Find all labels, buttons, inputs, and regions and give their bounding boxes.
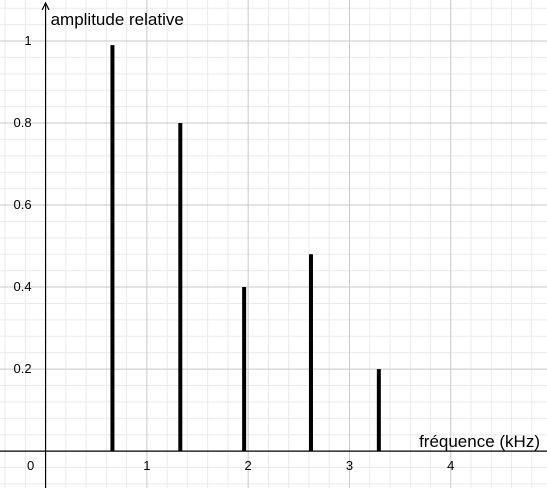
bars (110, 45, 381, 452)
x-axis-title: fréquence (kHz) (419, 432, 540, 451)
y-axis-arrow-icon (41, 1, 50, 11)
y-tick-label: 0.4 (14, 279, 32, 294)
tick-labels: 1 2 3 4 0 0.2 0.4 0.6 0.8 1 (14, 33, 455, 473)
y-tick-label: 0.8 (14, 115, 32, 130)
y-tick-label: 1 (24, 33, 31, 48)
x-tick-label: 3 (346, 458, 353, 473)
x-tick-label: 4 (447, 458, 454, 473)
y-tick-label: 0.2 (14, 361, 32, 376)
x-tick-label: 2 (245, 458, 252, 473)
y-tick-label: 0.6 (14, 197, 32, 212)
origin-label: 0 (27, 458, 34, 473)
y-axis-title: amplitude relative (51, 10, 184, 29)
x-tick-label: 1 (143, 458, 150, 473)
